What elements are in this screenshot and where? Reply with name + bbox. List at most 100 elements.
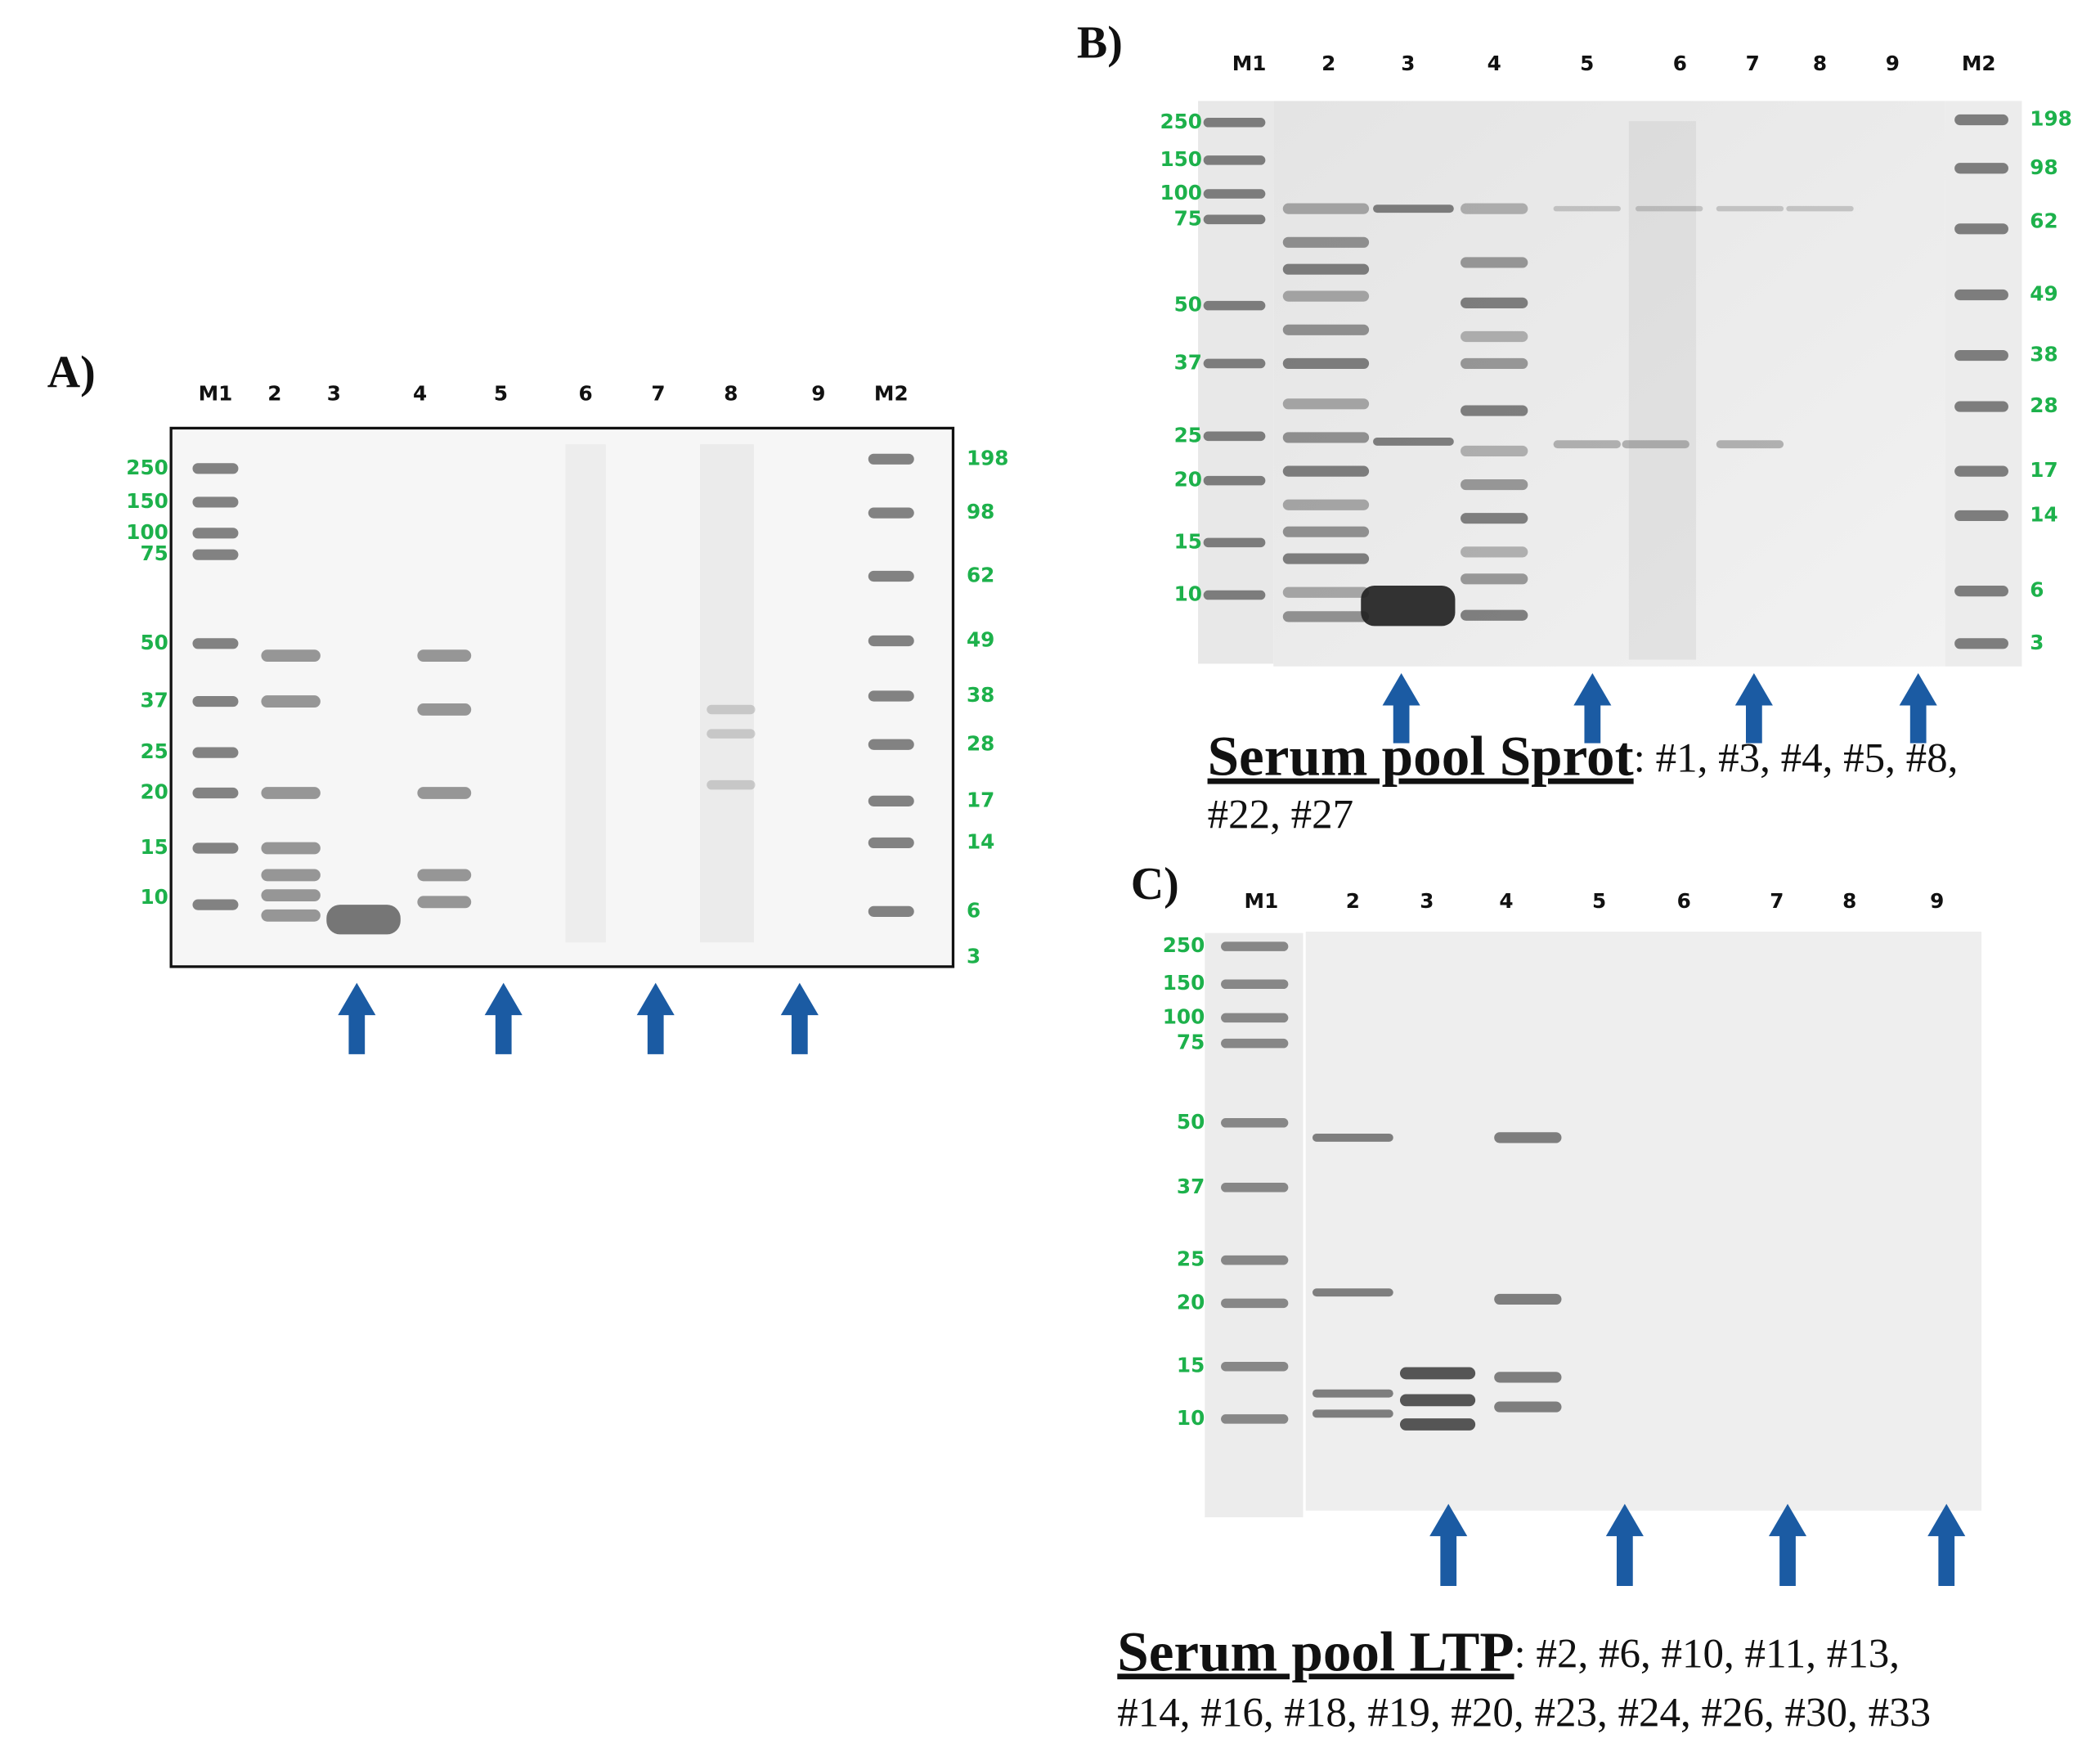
lane-label: 7	[1770, 889, 1784, 913]
right-marker-label: 38	[967, 683, 994, 707]
panel-label: B)	[1077, 17, 1123, 68]
band	[192, 695, 239, 708]
band	[1221, 979, 1289, 990]
band	[1203, 214, 1266, 225]
right-marker-label: 98	[967, 500, 994, 523]
band	[1954, 114, 2008, 126]
smear	[1628, 121, 1697, 660]
lane-label: 8	[1842, 889, 1856, 913]
left-marker-label: 20	[140, 780, 168, 804]
gel	[1945, 101, 2022, 667]
band	[1282, 465, 1370, 477]
gel	[169, 426, 955, 968]
band	[1553, 440, 1621, 449]
arrow	[1768, 1503, 1807, 1587]
band	[1461, 546, 1528, 558]
band	[261, 889, 321, 902]
lane-label: M1	[1245, 889, 1279, 913]
arrow	[1382, 673, 1420, 743]
lane-label: 7	[1746, 52, 1760, 75]
band	[1494, 1132, 1562, 1143]
band	[1203, 537, 1266, 548]
band	[261, 695, 321, 708]
right-marker-label: 198	[2030, 106, 2072, 130]
band	[192, 496, 239, 508]
band	[1203, 358, 1266, 369]
arrow	[1734, 673, 1773, 743]
band	[868, 453, 914, 465]
left-marker-label: 100	[1163, 1004, 1205, 1028]
band	[707, 729, 756, 739]
right-marker-label: 49	[2030, 281, 2057, 305]
left-marker-label: 15	[1177, 1354, 1205, 1377]
left-marker-label: 10	[1174, 582, 1202, 606]
caption-text: : #2, #6, #10, #11, #13,	[1514, 1631, 1900, 1677]
left-marker-label: 25	[140, 739, 168, 763]
band	[1954, 510, 2008, 522]
panel-label: C)	[1131, 859, 1179, 910]
band	[1461, 297, 1528, 308]
lane-label: 6	[1677, 889, 1691, 913]
band	[1221, 1038, 1289, 1049]
left-marker-label: 37	[1174, 350, 1202, 374]
left-marker-label: 100	[126, 520, 168, 544]
band	[1494, 1372, 1562, 1383]
band	[1312, 1409, 1393, 1418]
band	[1361, 586, 1456, 627]
band	[1282, 203, 1370, 214]
right-marker-label: 198	[967, 446, 1009, 469]
band	[417, 896, 472, 909]
band	[1461, 330, 1528, 343]
left-marker-label: 20	[1177, 1290, 1205, 1314]
left-marker-label: 50	[140, 631, 168, 654]
band	[261, 869, 321, 882]
band	[192, 787, 239, 799]
right-marker-label: 28	[967, 731, 994, 755]
right-marker-label: 14	[967, 829, 994, 853]
band	[1282, 611, 1370, 622]
band	[192, 463, 239, 474]
band	[1461, 257, 1528, 268]
lane-label: 9	[1930, 889, 1944, 913]
lane-label: 3	[1401, 52, 1415, 75]
left-marker-label: 50	[1177, 1110, 1205, 1134]
band	[1203, 118, 1266, 128]
lane-label: 8	[1813, 52, 1827, 75]
right-marker-label: 62	[967, 563, 994, 586]
lane-label: M2	[1962, 52, 1996, 75]
lane-label: 2	[267, 381, 281, 405]
left-marker-label: 25	[1177, 1247, 1205, 1271]
arrow	[338, 982, 376, 1054]
arrow	[1605, 1503, 1644, 1587]
lane-label: 3	[327, 381, 341, 405]
band	[1373, 204, 1454, 213]
left-marker-label: 20	[1174, 468, 1202, 492]
lane-label: 5	[1592, 889, 1606, 913]
band	[1203, 590, 1266, 600]
band	[1221, 1013, 1289, 1023]
band	[192, 842, 239, 854]
band	[1954, 349, 2008, 362]
arrow	[1927, 1503, 1966, 1587]
gel	[1198, 101, 1274, 664]
band	[1786, 205, 1854, 212]
lane-label: 6	[579, 381, 593, 405]
left-marker-label: 250	[126, 456, 168, 479]
band	[192, 899, 239, 910]
caption-title: Serum pool Sprot	[1208, 725, 1634, 788]
lane-label: 2	[1346, 889, 1360, 913]
right-marker-label: 62	[2030, 209, 2057, 233]
lane-label: M2	[874, 381, 909, 405]
lane-label: 9	[811, 381, 825, 405]
band	[192, 638, 239, 649]
caption: Serum pool Sprot: #1, #3, #4, #5, #8,	[1208, 725, 1959, 788]
gel	[1273, 101, 1945, 667]
right-marker-label: 17	[2030, 458, 2057, 482]
band	[1461, 478, 1528, 491]
band	[1282, 586, 1370, 598]
left-marker-label: 150	[1163, 971, 1205, 995]
caption: Serum pool LTP: #2, #6, #10, #11, #13,	[1117, 1619, 1900, 1682]
band	[1622, 440, 1689, 449]
band	[1954, 223, 2008, 235]
band	[261, 787, 321, 799]
